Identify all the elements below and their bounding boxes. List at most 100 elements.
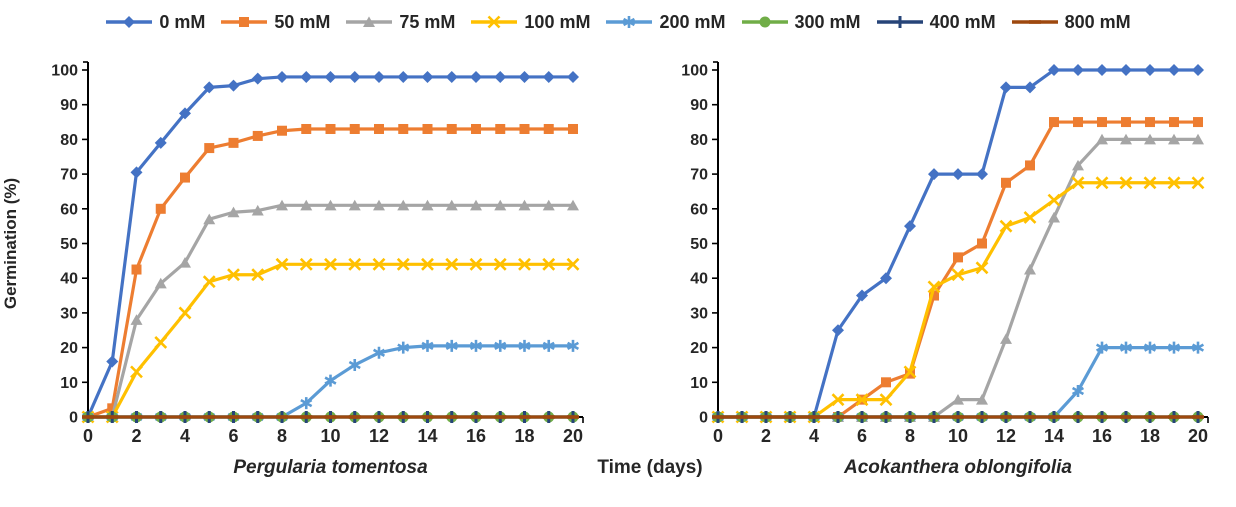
x-marker bbox=[1119, 176, 1133, 190]
x-tick-label: 14 bbox=[417, 426, 437, 446]
diamond-marker bbox=[832, 324, 844, 337]
diamond-marker bbox=[567, 70, 579, 83]
square-marker bbox=[252, 130, 263, 141]
x-marker bbox=[178, 306, 192, 320]
triangle-marker bbox=[276, 199, 288, 211]
y-tick-label: 60 bbox=[690, 201, 708, 218]
diamond-marker bbox=[518, 70, 531, 83]
diamond-marker bbox=[154, 136, 167, 149]
triangle-marker bbox=[1048, 211, 1060, 223]
asterisk-marker bbox=[566, 339, 580, 352]
square-marker bbox=[131, 264, 142, 275]
legend-item-200-mM: 200 mM bbox=[605, 11, 726, 33]
asterisk-legend-marker-icon bbox=[606, 16, 653, 28]
acokanthera-chart: 0 10 20 30 40 50 60 70 80 90 100 0 2 4 6 8 10 12 14 16 18 20 bbox=[681, 61, 1209, 446]
circle-marker bbox=[759, 16, 771, 28]
diamond-marker bbox=[276, 70, 288, 83]
x-tick-label: 16 bbox=[466, 426, 486, 446]
diamond-marker bbox=[1168, 64, 1180, 76]
asterisk-marker bbox=[1191, 341, 1205, 354]
y-tick-label: 40 bbox=[690, 271, 708, 288]
square-marker bbox=[1001, 177, 1011, 188]
series-line bbox=[86, 127, 575, 419]
series-line bbox=[716, 181, 1200, 419]
square-marker bbox=[155, 203, 166, 214]
triangle-marker bbox=[348, 199, 361, 211]
x-marker bbox=[951, 268, 965, 282]
triangle-marker bbox=[976, 394, 988, 405]
diamond-marker bbox=[1000, 81, 1012, 94]
diamond-marker bbox=[123, 16, 136, 28]
triangle-marker bbox=[324, 199, 337, 211]
chart-legend: 0 mM 50 mM 75 mM 100 mM 200 mM 300 mM 400 mM 80… bbox=[0, 6, 1236, 38]
y-tick-label: 70 bbox=[60, 167, 78, 184]
square-marker bbox=[977, 238, 987, 249]
x-tick-label: 8 bbox=[905, 426, 915, 446]
diamond-marker bbox=[976, 168, 988, 181]
x-marker bbox=[1191, 176, 1205, 190]
asterisk-marker bbox=[1071, 384, 1085, 397]
x-tick-label: 16 bbox=[1092, 426, 1112, 446]
x-marker bbox=[445, 257, 459, 271]
series-100-mM bbox=[711, 176, 1205, 424]
asterisk-marker bbox=[1143, 341, 1157, 354]
plus-legend-marker-icon bbox=[876, 16, 923, 28]
x-tick-label: 18 bbox=[1140, 426, 1160, 446]
x-marker bbox=[372, 257, 386, 271]
dash-legend-marker-icon bbox=[1011, 20, 1058, 24]
square-marker bbox=[495, 123, 506, 134]
x-tick-label: 4 bbox=[809, 426, 819, 446]
square-marker bbox=[180, 172, 190, 183]
square-marker bbox=[1193, 117, 1203, 128]
x-marker bbox=[903, 365, 917, 379]
series-200-mM bbox=[711, 341, 1205, 423]
x-marker bbox=[1023, 211, 1037, 224]
diamond-marker bbox=[397, 70, 410, 83]
legend-label: 75 mM bbox=[399, 11, 456, 32]
y-tick-label: 20 bbox=[60, 340, 78, 357]
diamond-marker bbox=[251, 72, 264, 85]
x-marker bbox=[324, 257, 337, 271]
triangle-marker bbox=[1072, 159, 1084, 171]
x-marker bbox=[999, 219, 1013, 233]
plus-marker bbox=[893, 16, 906, 28]
legend-item-300-mM: 300 mM bbox=[741, 12, 861, 33]
legend-item-75-mM: 75 mM bbox=[345, 12, 455, 33]
y-tick-label: 20 bbox=[690, 340, 708, 357]
square-marker bbox=[543, 123, 554, 134]
square-marker bbox=[1025, 160, 1035, 171]
x-marker bbox=[1143, 176, 1157, 190]
x-tick-label: 10 bbox=[948, 426, 968, 446]
x-marker bbox=[879, 393, 893, 407]
y-tick-label: 50 bbox=[60, 236, 78, 253]
y-tick-label: 0 bbox=[699, 410, 708, 427]
x-tick-label: 20 bbox=[1188, 426, 1208, 446]
asterisk-marker bbox=[397, 341, 410, 354]
x-marker bbox=[154, 335, 168, 349]
square-marker bbox=[1121, 117, 1131, 128]
asterisk-marker bbox=[445, 339, 458, 352]
diamond-marker bbox=[880, 272, 892, 285]
y-tick-label: 0 bbox=[69, 410, 78, 427]
triangle-marker bbox=[952, 394, 964, 405]
diamond-marker bbox=[1096, 64, 1108, 76]
x-marker bbox=[566, 257, 580, 271]
x-tick-label: 0 bbox=[83, 426, 93, 446]
triangle-marker bbox=[518, 199, 531, 211]
triangle-marker bbox=[567, 199, 579, 211]
y-tick-label: 40 bbox=[60, 271, 78, 288]
asterisk-marker bbox=[1095, 341, 1109, 354]
legend-label: 200 mM bbox=[659, 11, 726, 32]
asterisk-marker bbox=[300, 397, 313, 410]
y-tick-label: 10 bbox=[60, 375, 78, 392]
diamond-marker bbox=[952, 168, 964, 181]
triangle-marker bbox=[300, 199, 313, 211]
asterisk-marker bbox=[348, 358, 361, 371]
x-tick-label: 8 bbox=[277, 426, 287, 446]
series-100-mM bbox=[81, 257, 580, 424]
x-axis-label: Time (days) bbox=[597, 457, 703, 478]
diamond-marker bbox=[324, 70, 337, 83]
square-marker bbox=[519, 123, 530, 134]
diamond-marker bbox=[542, 70, 555, 83]
